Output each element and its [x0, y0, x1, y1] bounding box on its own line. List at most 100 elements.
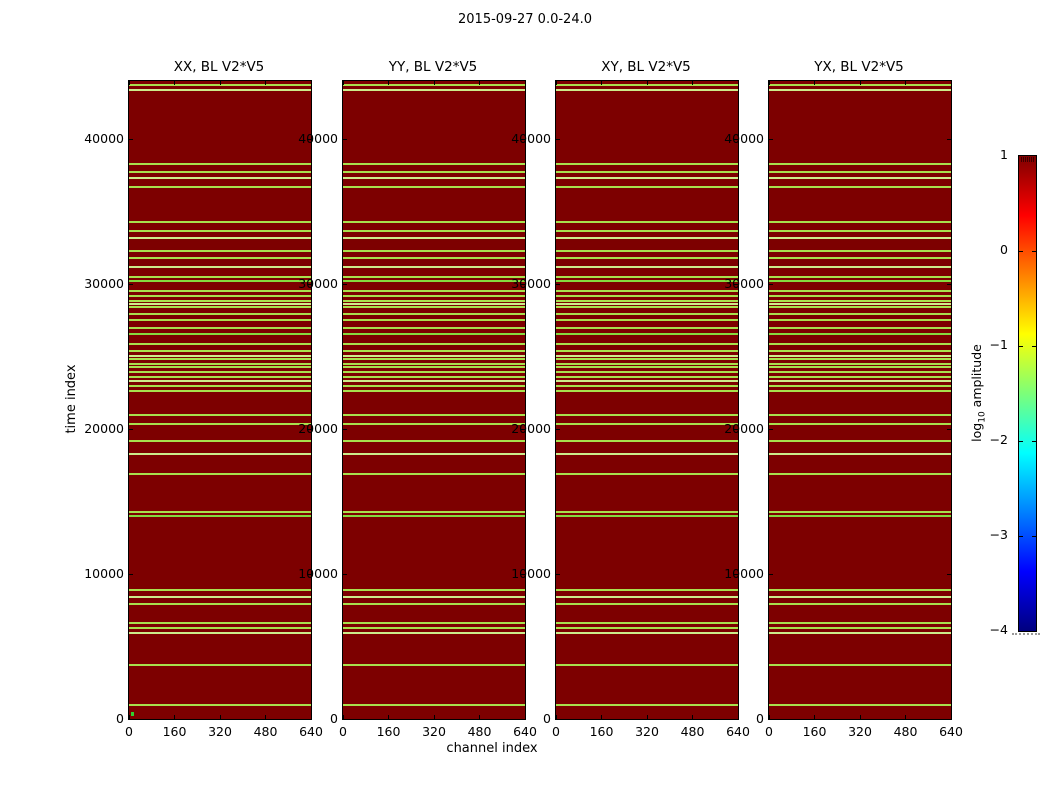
flagged-row — [556, 362, 738, 365]
flagged-row — [129, 588, 311, 591]
flagged-row — [556, 256, 738, 259]
colorbar-tick-label: −2 — [989, 432, 1008, 447]
flagged-row — [343, 333, 525, 336]
flagged-row — [769, 256, 951, 259]
flagged-row — [129, 371, 311, 374]
y-tick-label: 0 — [330, 711, 338, 726]
x-tick-bottom — [128, 715, 130, 719]
flagged-row — [769, 343, 951, 346]
x-tick-top — [433, 81, 435, 85]
flagged-row — [343, 318, 525, 321]
y-tick-left — [769, 283, 773, 285]
flagged-row — [769, 453, 951, 456]
y-tick-label: 30000 — [298, 276, 338, 291]
y-tick-label: 30000 — [511, 276, 551, 291]
flagged-row — [769, 588, 951, 591]
y-tick-right — [307, 573, 311, 575]
flagged-row — [556, 299, 738, 302]
colorbar-label-amplitude: amplitude — [969, 344, 984, 412]
panel-title-yx: YX, BL V2*V5 — [814, 59, 904, 75]
flagged-row — [343, 380, 525, 383]
flagged-row — [129, 664, 311, 667]
x-tick-top — [388, 81, 389, 85]
flagged-row — [129, 515, 311, 517]
flagged-row — [343, 236, 525, 239]
flagged-row — [769, 603, 951, 606]
colorbar-top-hatch — [1027, 157, 1028, 162]
flagged-row — [556, 664, 738, 667]
x-tick-label: 640 — [299, 724, 323, 739]
y-tick-right — [521, 718, 525, 720]
colorbar-tick-right — [1032, 535, 1036, 537]
colorbar-top-hatch — [1021, 157, 1022, 162]
x-tick-top — [692, 81, 693, 85]
flagged-row — [556, 306, 738, 309]
flagged-row — [556, 358, 738, 361]
y-tick-left — [769, 573, 773, 575]
colorbar-bottom-dots — [1012, 633, 1040, 635]
flagged-row — [129, 266, 311, 269]
x-tick-bottom — [479, 715, 480, 719]
x-tick-top — [128, 81, 130, 85]
y-tick-label: 40000 — [724, 131, 764, 146]
flagged-row — [129, 472, 311, 475]
flagged-row — [556, 170, 738, 173]
flagged-row — [556, 326, 738, 329]
x-tick-label: 480 — [893, 724, 918, 739]
flagged-row — [343, 295, 525, 298]
y-tick-label: 30000 — [724, 276, 764, 291]
x-tick-label: 320 — [848, 724, 872, 739]
flagged-row — [769, 510, 951, 513]
y-tick-label: 40000 — [84, 131, 124, 146]
x-tick-bottom — [265, 715, 266, 719]
x-tick-bottom — [342, 715, 344, 719]
y-tick-left — [769, 718, 773, 720]
y-tick-left — [556, 138, 560, 140]
x-tick-label: 640 — [726, 724, 750, 739]
flagged-row — [129, 343, 311, 346]
flagged-row — [556, 313, 738, 316]
y-tick-label: 0 — [116, 711, 124, 726]
y-tick-right — [734, 718, 738, 720]
x-tick-bottom — [859, 715, 861, 719]
y-tick-right — [947, 283, 951, 285]
flagged-row — [556, 280, 738, 283]
flagged-row — [556, 185, 738, 188]
y-tick-label: 40000 — [511, 131, 551, 146]
figure-title: 2015-09-27 0.0-24.0 — [458, 12, 592, 27]
flagged-row — [769, 354, 951, 357]
flagged-row — [343, 596, 525, 599]
y-tick-left — [556, 718, 560, 720]
flagged-row — [343, 422, 525, 425]
x-tick-bottom — [310, 715, 312, 719]
flagged-row — [129, 177, 311, 180]
y-tick-right — [521, 428, 525, 430]
y-tick-right — [307, 428, 311, 430]
y-tick-label: 0 — [543, 711, 551, 726]
flagged-row — [556, 626, 738, 629]
y-tick-left — [129, 138, 133, 140]
flagged-row — [129, 413, 311, 416]
y-tick-left — [556, 428, 560, 430]
x-tick-top — [905, 81, 906, 85]
flagged-row — [769, 177, 951, 180]
y-tick-left — [129, 573, 133, 575]
y-tick-right — [734, 428, 738, 430]
x-tick-label: 160 — [376, 724, 401, 739]
x-tick-label: 640 — [513, 724, 537, 739]
flagged-row — [129, 318, 311, 321]
colorbar-tick-label: 1 — [1000, 147, 1008, 162]
flagged-row — [769, 350, 951, 353]
flagged-row — [769, 390, 951, 393]
flagged-row — [343, 703, 525, 706]
x-tick-top — [555, 81, 557, 85]
x-tick-label: 0 — [765, 724, 773, 739]
flagged-row — [129, 362, 311, 365]
heatmap-panel-yx: 0 160 320 480 640 0 10000 20000 30000 40000 — [724, 80, 963, 739]
colorbar-tick-right — [1032, 440, 1036, 442]
flagged-row — [129, 380, 311, 383]
flagged-row — [769, 185, 951, 188]
flagged-row — [769, 596, 951, 599]
flagged-row — [556, 375, 738, 378]
